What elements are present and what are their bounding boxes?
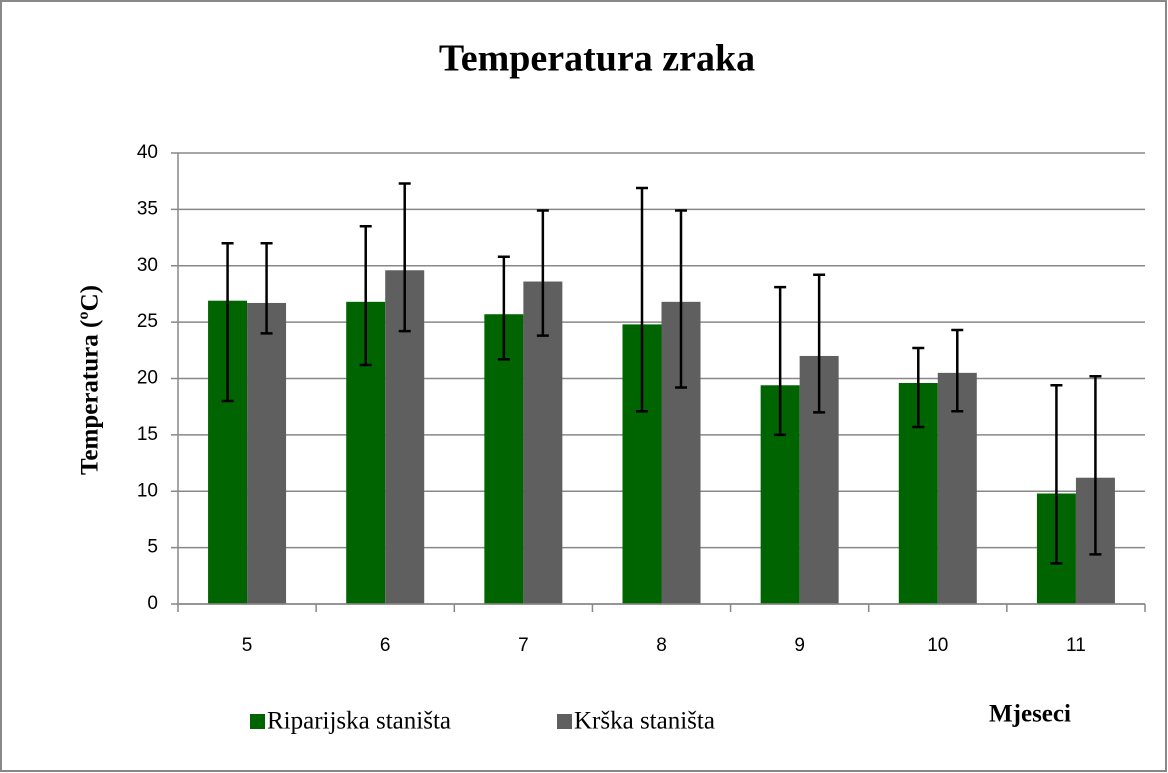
x-tick-label: 7 bbox=[518, 635, 529, 656]
x-tick-label: 6 bbox=[380, 635, 391, 656]
y-axis-label: Temperatura (ºC) bbox=[77, 285, 104, 475]
error-bar bbox=[813, 273, 826, 414]
error-bar bbox=[951, 328, 964, 413]
error-bar bbox=[1089, 374, 1102, 556]
y-tick-label: 0 bbox=[147, 593, 158, 614]
bar bbox=[247, 302, 287, 604]
error-bar bbox=[359, 225, 372, 367]
error-bar bbox=[536, 209, 549, 337]
y-tick-label: 40 bbox=[137, 142, 158, 163]
error-bar bbox=[398, 182, 411, 333]
legend-swatch bbox=[250, 714, 265, 729]
x-tick-label: 9 bbox=[794, 635, 805, 656]
y-tick-label: 25 bbox=[137, 311, 158, 332]
error-bar bbox=[912, 346, 925, 429]
error-bar bbox=[260, 241, 273, 335]
y-tick-label: 30 bbox=[137, 255, 158, 276]
x-tick-label: 8 bbox=[656, 635, 667, 656]
error-bar bbox=[497, 255, 510, 361]
y-tick-label: 5 bbox=[147, 537, 158, 558]
x-tick-label: 5 bbox=[242, 635, 253, 656]
error-bar bbox=[1050, 384, 1063, 565]
legend-label: Krška staništa bbox=[574, 708, 715, 735]
error-bar bbox=[675, 209, 687, 389]
x-tick-label: 11 bbox=[1066, 635, 1086, 656]
error-bar bbox=[636, 186, 648, 413]
y-tick-label: 35 bbox=[137, 198, 158, 219]
y-tick-label: 15 bbox=[137, 424, 158, 445]
error-bar bbox=[774, 285, 787, 437]
x-tick-label: 10 bbox=[927, 635, 948, 656]
y-tick-label: 20 bbox=[137, 368, 158, 389]
y-tick-label: 10 bbox=[137, 480, 158, 501]
legend-label: Riparijska staništa bbox=[267, 708, 451, 735]
error-bar bbox=[221, 241, 234, 403]
x-axis-label: Mjeseci bbox=[989, 701, 1071, 728]
bar bbox=[484, 314, 524, 604]
legend-swatch bbox=[557, 714, 572, 729]
chart-title: Temperatura zraka bbox=[439, 38, 755, 80]
